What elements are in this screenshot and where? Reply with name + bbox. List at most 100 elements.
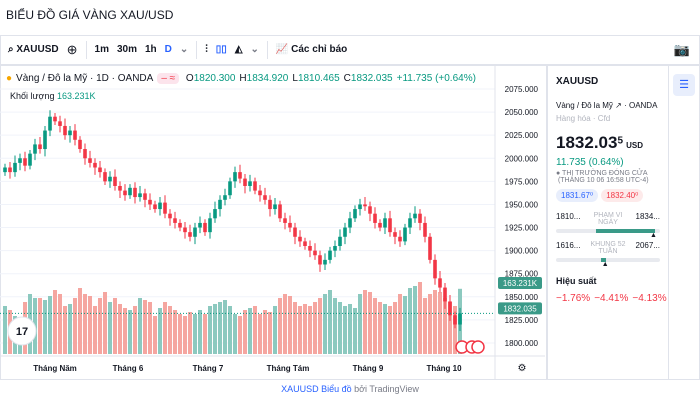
volume-bar (38, 298, 42, 354)
low-value: 1810.465 (297, 73, 340, 84)
volume-badge-text: 163.231K (503, 279, 538, 288)
candle (73, 130, 77, 140)
legend-toggle[interactable]: – ≈ (157, 73, 180, 84)
interval-1h[interactable]: 1h (145, 44, 157, 55)
volume-bar (413, 286, 417, 354)
page-title: BIỂU ĐỒ GIÁ VÀNG XAU/USD (6, 8, 174, 22)
candle (83, 149, 87, 159)
candle (173, 218, 177, 223)
indicators-button[interactable]: 📈 Các chỉ báo (275, 44, 348, 55)
price-tick: 1850.000 (505, 293, 539, 302)
candle (338, 236, 342, 247)
volume-bar (98, 298, 102, 354)
volume-bar (83, 294, 87, 354)
attribution-link[interactable]: XAUUSD Biểu đồ (281, 384, 352, 394)
candle (288, 222, 292, 228)
price-tick: 1825.000 (505, 316, 539, 325)
volume-bar (403, 296, 407, 354)
price-tick: 2050.000 (505, 108, 539, 117)
bars-icon[interactable]: ⫶ (205, 44, 208, 55)
volume-bar (323, 294, 327, 354)
price-tick: 1975.000 (505, 177, 539, 186)
volume-bar (173, 310, 177, 354)
volume-bar (213, 304, 217, 354)
symbol-search-button[interactable]: ⌕ XAUUSD (8, 44, 59, 55)
volume-bar (183, 316, 187, 354)
time-tick: Tháng 6 (113, 364, 144, 373)
candle (383, 218, 387, 228)
volume-bar (428, 294, 432, 354)
candle (68, 130, 72, 136)
chevron-down-icon[interactable]: ⌄ (250, 44, 259, 55)
candle (283, 218, 287, 223)
candle (428, 236, 432, 260)
volume-bar (358, 294, 362, 354)
volume-bar (313, 302, 317, 354)
volume-bar (408, 288, 412, 354)
chevron-down-icon[interactable]: ⌄ (179, 44, 189, 55)
candle (23, 158, 27, 166)
close-value: 1832.035 (350, 73, 393, 84)
candle (18, 158, 22, 163)
volume-bar (278, 298, 282, 354)
volume-bar (343, 306, 347, 354)
price-tick: 1900.000 (505, 247, 539, 256)
candle (198, 222, 202, 228)
compare-add-icon[interactable]: ⊕ (66, 41, 78, 57)
volume-bar (273, 306, 277, 354)
candle (248, 181, 252, 186)
volume-bar (153, 316, 157, 354)
volume-bar (63, 306, 67, 354)
price-tick: 2000.000 (505, 154, 539, 163)
settings-gear-icon[interactable]: ⚙ (518, 363, 527, 374)
volume-bar (178, 314, 182, 354)
volume-bar (78, 288, 82, 354)
candle (103, 172, 107, 182)
volume-bar (298, 306, 302, 354)
interval-1m[interactable]: 1m (94, 44, 109, 55)
volume-bar (148, 302, 152, 354)
volume-bar (108, 302, 112, 354)
volume-bar (288, 296, 292, 354)
candle (118, 185, 122, 191)
details-icon[interactable]: ☰ (673, 74, 695, 96)
candle (358, 204, 362, 210)
candle (333, 246, 337, 251)
candle (113, 176, 117, 186)
candle (158, 202, 162, 210)
candle (168, 213, 172, 219)
candle (123, 190, 127, 196)
candle (433, 259, 437, 279)
price-chart[interactable]: 2075.000 2050.000 2025.000 2000.000 1975.000… (0, 66, 545, 380)
candle (8, 167, 12, 173)
candle (353, 209, 357, 219)
candles-icon[interactable]: ▯▯ (215, 44, 227, 55)
candle (213, 209, 217, 219)
candle (208, 218, 212, 233)
candle (243, 178, 247, 186)
candle (323, 259, 327, 265)
volume-bar (73, 298, 77, 354)
area-chart-icon[interactable]: ◭ (234, 44, 243, 55)
interval-30m[interactable]: 30m (116, 44, 137, 55)
candle (398, 236, 402, 242)
volume-bar (308, 306, 312, 354)
candle (293, 227, 297, 237)
camera-icon[interactable]: 📷 (673, 41, 690, 57)
candle (238, 172, 242, 179)
candle (458, 313, 462, 325)
candle (228, 181, 232, 196)
side-name[interactable]: Vàng / Đô la Mỹ (556, 101, 613, 110)
side-price: 1832.035 USD (556, 133, 643, 152)
candle (38, 144, 42, 150)
toolbar: ⌕ XAUUSD ⊕ 1m 30m 1h D ⌄ ⫶ ▯▯ ◭ ⌄ 📈 Các … (0, 35, 700, 66)
volume-bar (253, 306, 257, 354)
volume-bar (118, 304, 122, 354)
interval-d[interactable]: D (164, 44, 172, 55)
volume-bar (373, 298, 377, 354)
volume-bar (388, 306, 392, 354)
candle (423, 222, 427, 237)
volume-bar (353, 308, 357, 354)
volume-bar (238, 316, 242, 354)
performance-title: Hiệu suất (556, 276, 597, 286)
